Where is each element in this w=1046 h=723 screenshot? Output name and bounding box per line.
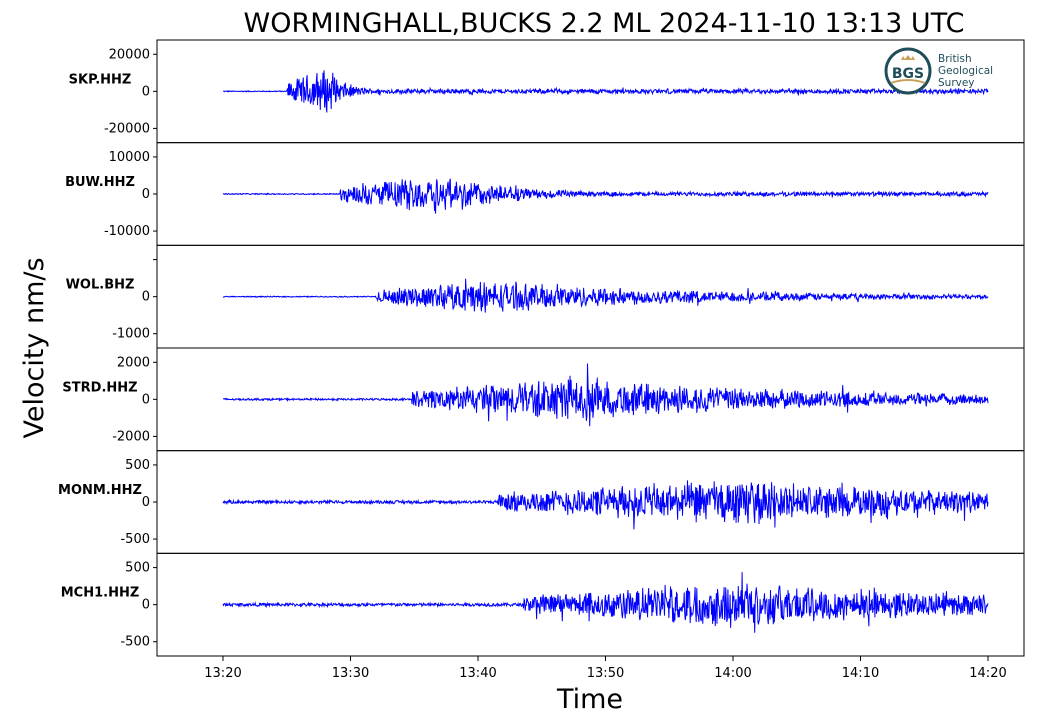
y-axis-label: Velocity nm/s	[19, 257, 50, 438]
logo-name-line-3: Survey	[938, 77, 975, 89]
seismogram-trace	[222, 278, 989, 313]
station-label: MONM.HHZ	[58, 483, 142, 498]
logo-wave-icon	[890, 79, 926, 84]
trace-panel: SKP.HHZ 20000 0 -20000	[69, 39, 1025, 144]
y-tick-label: 0	[142, 187, 150, 202]
x-tick-label: 13:20	[204, 666, 241, 681]
seismogram-trace	[222, 572, 989, 633]
seismogram-trace	[223, 363, 989, 427]
y-tick-label: 0	[142, 495, 150, 510]
logo-letters: BGS	[892, 66, 924, 82]
y-tick-label: -2000	[112, 429, 150, 444]
y-tick-label: 0	[142, 290, 150, 305]
x-tick-label: 13:40	[459, 666, 496, 681]
station-label: BUW.HHZ	[65, 175, 135, 190]
station-label: SKP.HHZ	[69, 72, 132, 87]
x-tick-label: 13:50	[587, 666, 624, 681]
y-tick-label: 500	[125, 561, 150, 576]
panels-group: SKP.HHZ200000-20000BUW.HHZ100000-10000WO…	[58, 39, 1025, 657]
y-tick-label: 0	[142, 598, 150, 613]
x-tick-label: 14:00	[714, 666, 751, 681]
y-tick-label: 20000	[109, 47, 150, 62]
seismogram-trace	[222, 178, 989, 214]
trace-panel: MCH1.HHZ 500 0 -500	[61, 552, 1025, 657]
y-tick-label: 0	[142, 392, 150, 407]
station-label: STRD.HHZ	[62, 380, 137, 395]
trace-panel: BUW.HHZ 10000 0 -10000	[65, 142, 1025, 246]
y-tick-label: 0	[142, 84, 150, 99]
bgs-logo: BGS British Geological Survey	[884, 47, 993, 95]
y-tick-label: -500	[120, 635, 150, 650]
y-tick-label: 2000	[117, 355, 150, 370]
y-tick-label: -20000	[104, 121, 150, 136]
seismogram-trace	[222, 480, 989, 530]
y-tick-label: -1000	[112, 327, 150, 342]
trace-panel: STRD.HHZ 2000 0 -2000	[62, 347, 1025, 452]
x-axis-label: Time	[556, 684, 623, 715]
x-tick-label: 14:10	[842, 666, 879, 681]
crown-icon	[901, 55, 915, 60]
y-tick-label: -10000	[104, 224, 150, 239]
trace-panel: WOL.BHZ 0 -1000	[66, 244, 1025, 349]
trace-panel: MONM.HHZ 500 0 -500	[58, 450, 1025, 554]
x-tick-label: 13:30	[332, 666, 369, 681]
logo-name-line-1: British	[938, 53, 972, 65]
seismogram-trace	[223, 70, 989, 113]
y-tick-label: 500	[125, 458, 150, 473]
x-axis: 13:20 13:30 13:40 13:50 14:00 14:10 14:20	[204, 656, 1007, 681]
station-label: MCH1.HHZ	[61, 586, 140, 601]
y-tick-label: 10000	[109, 150, 150, 165]
chart-title: WORMINGHALL,BUCKS 2.2 ML 2024-11-10 13:1…	[244, 8, 965, 39]
station-label: WOL.BHZ	[66, 278, 135, 293]
x-tick-label: 14:20	[969, 666, 1006, 681]
logo-name-line-2: Geological	[938, 65, 993, 77]
y-tick-label: -500	[120, 532, 150, 547]
